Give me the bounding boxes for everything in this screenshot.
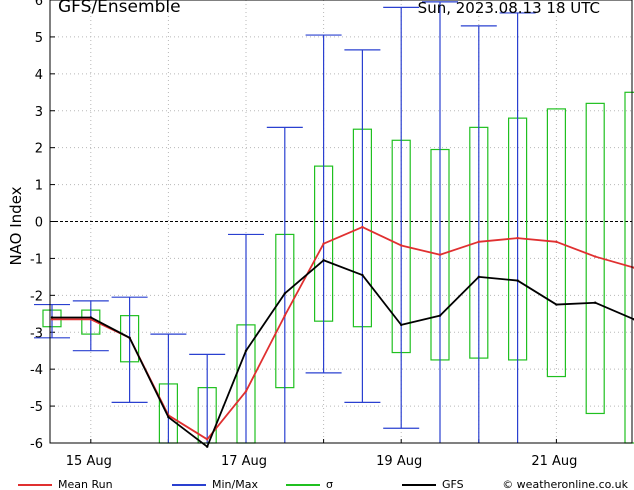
x-tick-label: 19 Aug — [376, 454, 422, 469]
gfs-point — [555, 303, 558, 306]
y-tick-label: -4 — [30, 363, 43, 378]
y-tick-label: 3 — [35, 105, 43, 120]
y-tick-label: 2 — [35, 142, 43, 157]
plot-border — [49, 0, 633, 444]
gfs-point — [477, 275, 480, 279]
y-tick-label: 0 — [35, 216, 43, 231]
gfs-line — [52, 259, 634, 448]
min-max-bars — [34, 1, 536, 443]
grid-layer — [50, 0, 632, 444]
mean-run-point — [400, 244, 403, 247]
mean-run-point — [283, 314, 286, 317]
mean-run-point — [206, 438, 209, 441]
legend-swatch-sigma — [286, 484, 320, 486]
y-tick-label: 5 — [35, 31, 43, 46]
mean-run-point — [50, 318, 54, 321]
legend-label: Min/Max — [212, 478, 258, 490]
legend-label: GFS — [442, 478, 464, 490]
gfs-point — [89, 316, 93, 319]
legend-swatch-mean-run — [18, 484, 52, 486]
gfs-point — [206, 445, 209, 448]
legend-swatch-gfs — [402, 484, 436, 486]
y-axis: -6 -5 -4 -3 -2 -1 0 1 2 3 4 5 6 — [30, 0, 55, 452]
mean-run-point — [516, 236, 519, 240]
mean-run-point — [594, 255, 597, 258]
y-tick-label: -3 — [30, 326, 43, 341]
gfs-point — [594, 301, 597, 304]
gfs-point — [128, 336, 131, 339]
gfs-point — [400, 323, 403, 327]
mean-run-point — [322, 242, 325, 245]
gfs-point — [244, 349, 248, 352]
mean-run-point — [361, 225, 364, 229]
x-tick-label: 21 Aug — [531, 454, 577, 469]
y-tick-label: -1 — [30, 252, 43, 267]
y-tick-label: -2 — [30, 289, 43, 304]
y-tick-label: 4 — [35, 68, 43, 83]
sigma-boxes — [42, 91, 634, 444]
x-tick-label: 17 Aug — [221, 454, 267, 469]
mean-run-point — [555, 240, 558, 244]
gfs-point — [516, 279, 519, 282]
mean-run-point — [438, 253, 442, 256]
legend-label: σ — [326, 478, 333, 490]
gfs-point — [361, 273, 364, 277]
mean-run-point — [244, 390, 248, 393]
sigma-box — [624, 91, 634, 444]
mean-run-point — [477, 240, 480, 244]
legend-label: Mean Run — [58, 478, 113, 490]
run-timestamp: Sun, 2023.08.13 18 UTC — [417, 0, 600, 17]
y-tick-label: -5 — [30, 400, 43, 415]
y-axis-label: NAO Index — [7, 186, 25, 266]
chart-title: GFS/Ensemble — [58, 0, 181, 17]
legend-swatch-min-max — [172, 484, 206, 486]
plot-frame — [49, 0, 633, 444]
sigma-box — [546, 108, 567, 378]
gfs-point — [167, 415, 170, 419]
y-tick-label: 1 — [35, 179, 43, 194]
gfs-point — [438, 314, 442, 317]
gfs-point — [322, 259, 325, 262]
x-tick-label: 15 Aug — [66, 454, 112, 469]
gfs-point — [283, 292, 286, 295]
y-tick-label: 6 — [35, 0, 43, 9]
y-tick-label: -6 — [30, 437, 43, 452]
credit-text: © weatheronline.co.uk — [502, 478, 628, 490]
gfs-point — [50, 316, 54, 319]
